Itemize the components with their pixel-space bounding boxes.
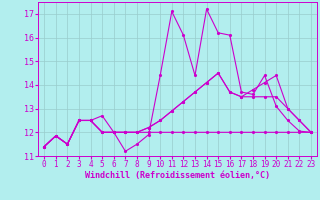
X-axis label: Windchill (Refroidissement éolien,°C): Windchill (Refroidissement éolien,°C) [85, 171, 270, 180]
